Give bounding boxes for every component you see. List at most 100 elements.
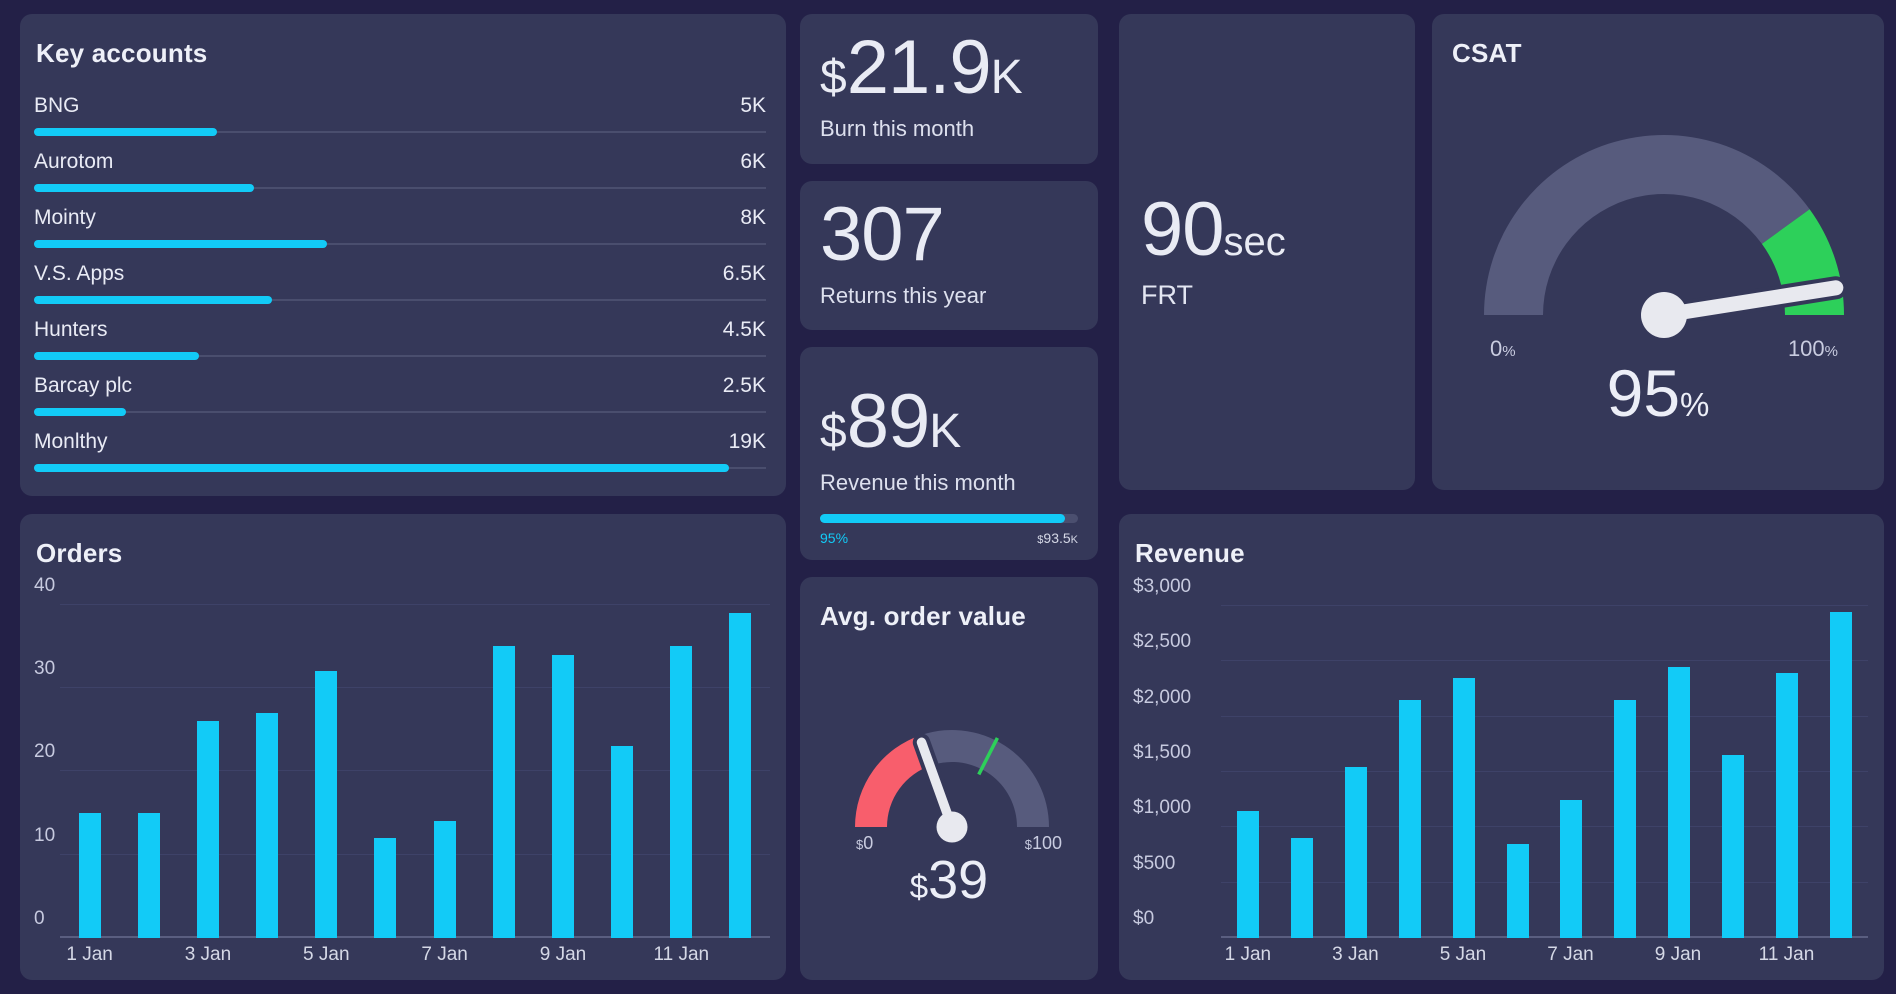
account-bar — [34, 408, 766, 416]
y-axis-label: $1,000 — [1133, 797, 1192, 819]
key-account-head: Mointy 8K — [34, 200, 766, 230]
bar-slot — [593, 584, 652, 938]
avg-order-value-gauge — [855, 730, 1049, 843]
gauge-needle-hub — [1641, 292, 1687, 338]
bar-track — [34, 131, 766, 133]
gridline — [1221, 826, 1868, 828]
bar-fill — [34, 240, 327, 248]
gridline — [60, 853, 770, 855]
bar-10-jan — [611, 746, 634, 938]
bar-10-jan — [1722, 755, 1745, 938]
bar-slot — [1760, 584, 1814, 938]
bar-slot — [60, 584, 119, 938]
bar-9-jan — [1668, 666, 1691, 938]
x-axis-label: 9 Jan — [1654, 944, 1702, 965]
y-axis-label: 30 — [34, 658, 56, 680]
y-axis-label: $3,000 — [1133, 576, 1192, 598]
y-axis-label: 0 — [34, 908, 45, 929]
bar-slot — [297, 584, 356, 938]
gridline — [1221, 771, 1868, 773]
bar-12-jan — [1830, 611, 1853, 938]
bar-7-jan — [1560, 799, 1583, 938]
key-accounts-title: Key accounts — [36, 38, 208, 68]
gauge-max-label: $100 — [1024, 833, 1062, 853]
gridline — [1221, 660, 1868, 662]
account-label: V.S. Apps — [34, 262, 125, 285]
account-value: 6K — [740, 150, 766, 173]
y-axis-label: $500 — [1133, 852, 1176, 874]
x-axis-label: 3 Jan — [184, 944, 232, 965]
x-axis-label — [474, 942, 533, 968]
gauge-max-label: 100% — [1787, 336, 1838, 361]
key-account-row: Hunters 4.5K — [34, 312, 766, 368]
key-account-row: Mointy 8K — [34, 200, 766, 256]
account-bar — [34, 128, 766, 136]
revenue-progress-bar — [820, 514, 1078, 523]
x-axis-label: 1 Jan — [1224, 944, 1272, 965]
revenue-progress-fill — [820, 514, 1066, 523]
bar-slot — [1598, 584, 1652, 938]
key-account-row: Aurotom 6K — [34, 144, 766, 200]
account-label: Hunters — [34, 318, 108, 341]
x-axis-label: 1 Jan — [66, 944, 113, 965]
x-axis-line — [1221, 936, 1868, 938]
gauge-min-label: 0% — [1490, 336, 1516, 361]
bar-fill — [34, 296, 272, 304]
account-bar — [34, 296, 766, 304]
key-account-head: V.S. Apps 6.5K — [34, 256, 766, 286]
account-label: Mointy — [34, 206, 96, 229]
x-axis-label: 9 Jan — [539, 944, 587, 965]
account-bar — [34, 352, 766, 360]
key-account-row: Barcay plc 2.5K — [34, 368, 766, 424]
gridline — [1221, 605, 1868, 607]
bar-slot — [356, 584, 415, 938]
bar-9-jan — [551, 654, 574, 938]
gauge-needle-hub — [936, 811, 968, 843]
account-bar — [34, 184, 766, 192]
account-bar — [34, 240, 766, 248]
burn-value: $21.9K — [820, 25, 1023, 110]
x-axis-label — [1275, 942, 1329, 968]
bar-track — [34, 411, 766, 413]
gridline — [60, 603, 770, 605]
y-axis-label: 20 — [34, 741, 56, 763]
csat-title: CSAT — [1452, 38, 1522, 68]
csat-card: CSAT 0% 100% 95% — [1432, 14, 1884, 490]
x-axis-label: 5 Jan — [1439, 944, 1487, 965]
x-axis-label: 5 Jan — [303, 944, 350, 965]
avg-order-value-title: Avg. order value — [820, 601, 1026, 631]
key-accounts-list: BNG 5K Aurotom 6K Mointy 8K V.S. Apps 6.5K Hunte… — [34, 88, 766, 480]
bar-6-jan — [1506, 843, 1529, 938]
bar-2-jan — [1290, 838, 1313, 938]
gauge-target-tick — [977, 737, 999, 776]
key-account-head: Monlthy 19K — [34, 424, 766, 454]
x-axis-label: 7 Jan — [1547, 944, 1594, 965]
orders-card: Orders 0 10 20 30 40 1 Jan 3 Jan 5 Jan 7 Jan 9 Ja… — [20, 514, 786, 980]
returns-stat-card: 307 Returns this year — [800, 181, 1098, 330]
bar-fill — [34, 464, 730, 472]
orders-bar-chart: 0 10 20 30 40 1 Jan 3 Jan 5 Jan 7 Jan 9 Jan 11 Jan — [34, 575, 770, 968]
burn-label: Burn this month — [820, 116, 975, 141]
progress-percent-label: 95% — [820, 530, 849, 546]
bar-track — [34, 355, 766, 357]
key-account-head: Hunters 4.5K — [34, 312, 766, 342]
account-label: Barcay plc — [34, 374, 133, 397]
plot-area: 0 10 20 30 40 — [34, 575, 770, 938]
x-axis-label — [593, 942, 652, 968]
account-label: BNG — [34, 94, 80, 117]
bar-slot — [119, 584, 178, 938]
currency-symbol: $ — [820, 405, 847, 458]
account-label: Aurotom — [34, 150, 114, 173]
x-axis-label — [119, 942, 178, 968]
bar-1-jan — [1236, 810, 1259, 938]
gauge-needle — [1656, 280, 1844, 323]
bar-1-jan — [78, 813, 101, 938]
bar-slot — [1706, 584, 1760, 938]
progress-target-label: $93.5K — [1037, 530, 1078, 546]
gridline — [1221, 715, 1868, 717]
key-account-head: Aurotom 6K — [34, 144, 766, 174]
bar-11-jan — [1776, 672, 1799, 938]
gridline — [60, 687, 770, 689]
bar-slot — [1221, 584, 1275, 938]
bar-8-jan — [492, 646, 515, 938]
